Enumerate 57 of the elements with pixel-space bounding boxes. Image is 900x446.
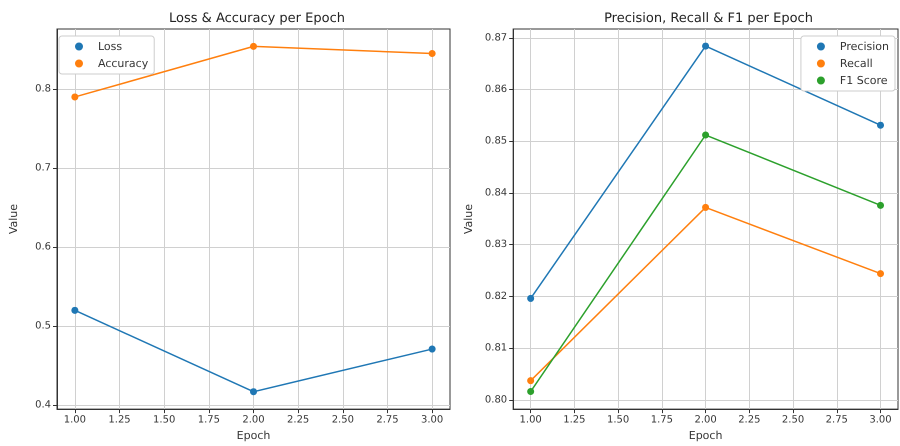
legend-label: Loss <box>98 40 122 53</box>
point <box>527 377 534 384</box>
x-tick-label: 3.00 <box>421 414 444 426</box>
x-tick-label: 2.00 <box>694 414 717 426</box>
y-axis-title: Value <box>462 204 475 234</box>
y-tick-label: 0.8 <box>35 84 51 95</box>
x-tick-label: 2.75 <box>826 414 848 426</box>
y-axis-title: Value <box>7 204 20 234</box>
point <box>702 42 710 50</box>
y-tick-label: 0.7 <box>35 162 51 174</box>
x-tick-label: 2.50 <box>332 414 354 426</box>
point <box>702 132 710 139</box>
point <box>250 42 257 50</box>
legend-label: Accuracy <box>98 57 149 70</box>
point <box>702 204 710 211</box>
x-tick-label: 1.25 <box>563 414 586 426</box>
point <box>877 122 884 129</box>
y-tick-label: 0.87 <box>484 32 508 44</box>
point <box>250 388 257 396</box>
point <box>71 306 78 314</box>
y-tick-label: 0.84 <box>484 187 508 198</box>
x-axis-title: Epoch <box>236 429 270 442</box>
x-tick-label: 3.00 <box>869 414 892 426</box>
point <box>877 202 884 209</box>
chart-title: Loss & Accuracy per Epoch <box>169 11 345 26</box>
y-tick-label: 0.82 <box>484 290 508 302</box>
point <box>428 346 436 353</box>
x-tick-label: 2.00 <box>242 414 265 426</box>
chart-title: Precision, Recall & F1 per Epoch <box>604 11 813 26</box>
legend-label: Recall <box>840 57 873 70</box>
legend-label: F1 Score <box>840 74 888 87</box>
y-tick-label: 0.5 <box>35 320 51 332</box>
point <box>428 50 436 57</box>
point <box>71 93 78 100</box>
x-tick-label: 1.75 <box>650 414 673 426</box>
y-tick-label: 0.83 <box>484 239 508 250</box>
y-tick-label: 0.4 <box>35 400 51 411</box>
point <box>527 294 534 302</box>
x-tick-label: 1.75 <box>198 414 220 426</box>
y-tick-label: 0.86 <box>484 84 508 96</box>
x-axis-title: Epoch <box>688 429 722 442</box>
legend-label: Precision <box>840 40 890 53</box>
y-tick-label: 0.80 <box>484 394 508 406</box>
x-tick-label: 2.25 <box>738 414 760 426</box>
x-tick-label: 1.00 <box>64 414 86 426</box>
x-tick-label: 1.00 <box>520 414 542 426</box>
x-tick-label: 1.50 <box>153 414 176 426</box>
y-tick-label: 0.81 <box>484 342 508 354</box>
point <box>527 388 534 396</box>
x-tick-label: 2.75 <box>376 414 399 426</box>
x-tick-label: 1.50 <box>606 414 630 426</box>
x-tick-label: 2.25 <box>287 414 310 426</box>
x-tick-label: 2.50 <box>782 414 804 426</box>
y-tick-label: 0.85 <box>484 136 508 147</box>
x-tick-label: 1.25 <box>108 414 131 426</box>
point <box>877 270 884 278</box>
y-tick-label: 0.6 <box>35 242 51 253</box>
